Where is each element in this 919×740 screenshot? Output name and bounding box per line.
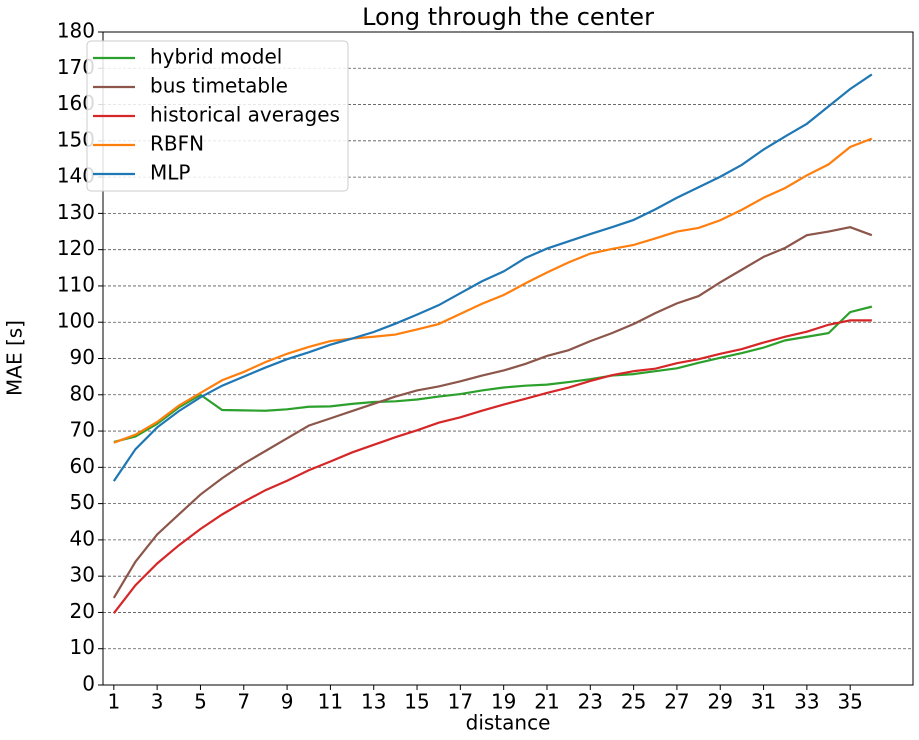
legend-label: hybrid model bbox=[150, 45, 282, 69]
x-tick-label: 33 bbox=[794, 690, 819, 714]
y-tick-label: 20 bbox=[70, 599, 95, 623]
y-tick-label: 0 bbox=[82, 672, 95, 696]
y-tick-label: 60 bbox=[70, 454, 95, 478]
x-tick-label: 5 bbox=[194, 690, 207, 714]
y-tick-label: 10 bbox=[70, 635, 95, 659]
x-tick-label: 7 bbox=[237, 690, 250, 714]
series-line bbox=[112, 73, 873, 482]
x-tick-label: 15 bbox=[404, 690, 429, 714]
x-tick-label: 31 bbox=[751, 690, 776, 714]
y-tick-label: 120 bbox=[57, 236, 95, 260]
x-tick-label: 21 bbox=[534, 690, 559, 714]
x-tick-label: 11 bbox=[318, 690, 343, 714]
series-line bbox=[112, 319, 872, 614]
y-tick-label: 100 bbox=[57, 309, 95, 333]
y-tick-label: 50 bbox=[70, 490, 95, 514]
legend-label: historical averages bbox=[150, 103, 340, 127]
x-tick-label: 29 bbox=[708, 690, 733, 714]
x-tick-label: 9 bbox=[281, 690, 294, 714]
y-tick-label: 130 bbox=[57, 200, 95, 224]
legend-label: RBFN bbox=[150, 132, 204, 156]
legend-label: MLP bbox=[150, 161, 190, 185]
y-axis-label: MAE [s] bbox=[3, 320, 27, 396]
y-tick-label: 70 bbox=[70, 418, 95, 442]
x-tick-label: 13 bbox=[361, 690, 386, 714]
x-tick-label: 17 bbox=[448, 690, 473, 714]
series-line bbox=[112, 226, 873, 599]
x-tick-label: 23 bbox=[578, 690, 603, 714]
series-line bbox=[113, 137, 873, 444]
y-tick-label: 90 bbox=[70, 345, 95, 369]
x-tick-label: 25 bbox=[621, 690, 646, 714]
x-tick-label: 3 bbox=[151, 690, 164, 714]
y-tick-label: 180 bbox=[57, 19, 95, 43]
y-tick-label: 40 bbox=[70, 526, 95, 550]
x-tick-label: 35 bbox=[837, 690, 862, 714]
x-axis-label: distance bbox=[466, 711, 551, 735]
plot-frame bbox=[102, 31, 914, 686]
chart-title: Long through the center bbox=[362, 3, 654, 31]
x-tick-label: 27 bbox=[664, 690, 689, 714]
legend-label: bus timetable bbox=[150, 74, 288, 98]
x-tick-label: 1 bbox=[107, 690, 120, 714]
series-line bbox=[113, 305, 873, 444]
y-tick-label: 30 bbox=[70, 563, 95, 587]
x-tick-label: 19 bbox=[491, 690, 516, 714]
legend-box bbox=[86, 40, 349, 192]
y-tick-label: 110 bbox=[57, 272, 95, 296]
y-tick-label: 80 bbox=[70, 381, 95, 405]
